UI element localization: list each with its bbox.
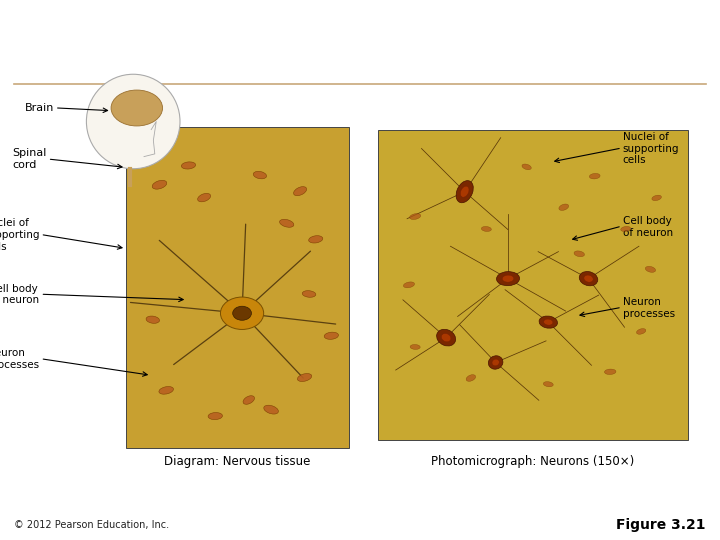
Ellipse shape xyxy=(584,275,593,282)
Ellipse shape xyxy=(621,226,631,232)
Ellipse shape xyxy=(403,282,415,288)
Ellipse shape xyxy=(264,405,279,414)
Ellipse shape xyxy=(410,214,420,219)
Ellipse shape xyxy=(181,162,196,169)
Ellipse shape xyxy=(86,74,180,168)
Ellipse shape xyxy=(297,374,312,381)
Ellipse shape xyxy=(410,345,420,349)
Ellipse shape xyxy=(159,387,174,394)
Ellipse shape xyxy=(497,272,520,286)
Text: Nuclei of
supporting
cells: Nuclei of supporting cells xyxy=(0,218,40,252)
Ellipse shape xyxy=(544,382,553,387)
Ellipse shape xyxy=(294,187,307,195)
Ellipse shape xyxy=(253,171,266,179)
Text: Neuron
processes: Neuron processes xyxy=(0,348,40,370)
Ellipse shape xyxy=(652,195,662,201)
Ellipse shape xyxy=(522,164,531,170)
Ellipse shape xyxy=(488,356,503,369)
Ellipse shape xyxy=(544,319,553,325)
Ellipse shape xyxy=(574,251,585,256)
Ellipse shape xyxy=(580,272,598,286)
Ellipse shape xyxy=(146,316,160,323)
Ellipse shape xyxy=(441,334,451,342)
Ellipse shape xyxy=(208,413,222,420)
Ellipse shape xyxy=(605,369,616,375)
FancyBboxPatch shape xyxy=(126,127,349,448)
Text: Neuron
processes: Neuron processes xyxy=(623,297,675,319)
Text: Brain: Brain xyxy=(24,103,54,113)
Ellipse shape xyxy=(436,329,456,346)
Ellipse shape xyxy=(539,316,557,328)
Text: Cell body
of neuron: Cell body of neuron xyxy=(0,284,40,305)
Text: Spinal
cord: Spinal cord xyxy=(12,148,47,170)
Circle shape xyxy=(220,297,264,329)
Ellipse shape xyxy=(243,396,254,404)
Text: Nuclei of
supporting
cells: Nuclei of supporting cells xyxy=(623,132,679,165)
Ellipse shape xyxy=(302,291,316,298)
Ellipse shape xyxy=(197,193,211,202)
Ellipse shape xyxy=(492,359,499,366)
Ellipse shape xyxy=(456,181,473,202)
Circle shape xyxy=(233,306,251,320)
Text: Figure 3.21: Figure 3.21 xyxy=(616,518,706,532)
Ellipse shape xyxy=(152,180,167,189)
Ellipse shape xyxy=(482,226,491,232)
Text: Photomicrograph: Neurons (150×): Photomicrograph: Neurons (150×) xyxy=(431,455,634,468)
Text: Diagram: Nervous tissue: Diagram: Nervous tissue xyxy=(164,455,311,468)
Ellipse shape xyxy=(111,90,163,126)
Ellipse shape xyxy=(460,186,469,197)
Ellipse shape xyxy=(645,266,656,272)
Text: © 2012 Pearson Education, Inc.: © 2012 Pearson Education, Inc. xyxy=(14,520,169,530)
Ellipse shape xyxy=(279,219,294,227)
FancyBboxPatch shape xyxy=(378,130,688,440)
Ellipse shape xyxy=(559,204,569,211)
Text: Cell body
of neuron: Cell body of neuron xyxy=(623,216,673,238)
Ellipse shape xyxy=(636,329,646,334)
Ellipse shape xyxy=(466,375,476,381)
Ellipse shape xyxy=(503,275,514,282)
Ellipse shape xyxy=(324,332,338,339)
Ellipse shape xyxy=(309,235,323,243)
Ellipse shape xyxy=(590,173,600,179)
